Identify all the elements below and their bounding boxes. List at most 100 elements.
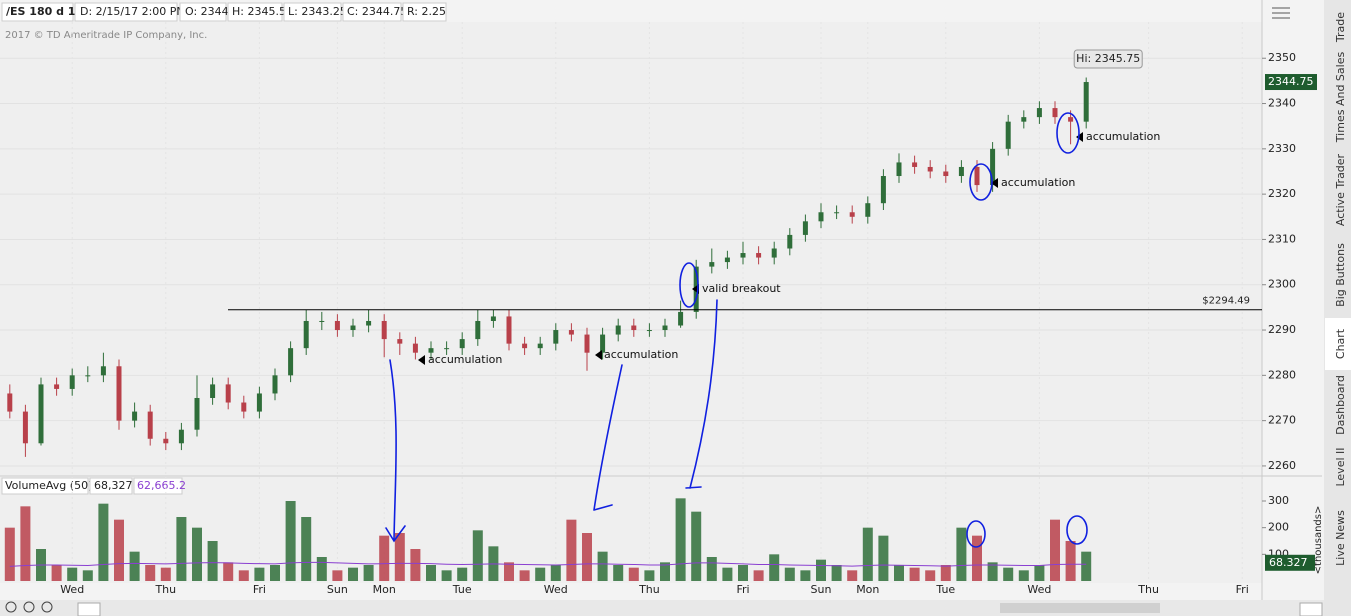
candle-body <box>210 384 216 398</box>
candle-body <box>990 148 996 186</box>
volume-bar <box>613 565 624 581</box>
tab[interactable]: Big Buttons <box>1334 243 1347 307</box>
volume-bar <box>98 503 109 581</box>
volume-bar <box>441 570 452 581</box>
tab[interactable]: Live News <box>1334 510 1347 566</box>
field-box <box>1 2 74 22</box>
price-panel <box>0 22 1262 475</box>
volume-bar <box>332 570 343 581</box>
volume-bar <box>535 567 546 581</box>
candle-body <box>584 334 590 353</box>
toolbar-bg <box>0 600 1324 616</box>
volume-bar <box>145 565 156 581</box>
copyright: 2017 © TD Ameritrade IP Company, Inc. <box>5 30 207 41</box>
candle-body <box>834 212 840 214</box>
candle-body <box>381 320 387 340</box>
tab[interactable]: Chart <box>1334 328 1347 359</box>
volume-bar <box>301 517 312 581</box>
volume-tag <box>1265 554 1315 571</box>
candle-body <box>646 330 652 332</box>
tab[interactable]: Level II <box>1334 447 1347 486</box>
candle-body <box>506 316 512 344</box>
candle-body <box>740 253 746 258</box>
candle-body <box>319 320 325 322</box>
volume-bar <box>1050 519 1060 581</box>
field: C: 2344.75 <box>347 5 407 18</box>
field-box <box>74 2 178 22</box>
x-tick-label: Wed <box>544 583 568 596</box>
level-label: $2294.49 <box>1202 296 1250 307</box>
candle-body <box>537 343 543 349</box>
tab[interactable]: Times And Sales <box>1334 52 1347 144</box>
volume-title: VolumeAvg (50) <box>5 479 92 492</box>
y-tick-label: 2320 <box>1268 187 1296 200</box>
candle-body <box>522 343 528 349</box>
volume-last: 68,327 <box>94 479 133 492</box>
candle-body <box>1068 117 1074 122</box>
candle-body <box>366 320 372 326</box>
volume-unit: <thousands> <box>1313 506 1324 575</box>
x-tick-label: Mon <box>856 583 879 596</box>
annotation: accumulation <box>1086 130 1160 143</box>
volume-bar <box>160 567 171 581</box>
ink-circle <box>1056 112 1080 154</box>
field-box <box>227 2 283 22</box>
y-tick-label: 2270 <box>1268 414 1296 427</box>
candle-body <box>100 366 106 376</box>
field-box <box>283 2 342 22</box>
zoom-in-icon[interactable] <box>23 601 35 613</box>
zoom-out-icon[interactable] <box>41 601 53 613</box>
marker <box>595 350 602 360</box>
volume-bar <box>426 565 436 581</box>
candle-body <box>553 330 559 344</box>
candle-body <box>802 221 808 235</box>
scrollbar-thumb[interactable] <box>1000 603 1160 613</box>
volume-bar <box>1081 551 1092 581</box>
y-tick-label: 2340 <box>1268 97 1296 110</box>
tab[interactable]: Active Trader <box>1334 153 1347 226</box>
volume-bar <box>691 511 702 581</box>
volume-bar <box>1003 567 1014 581</box>
volume-bar <box>909 567 920 581</box>
volume-bar <box>566 519 577 581</box>
tab[interactable]: Dashboard <box>1334 375 1347 435</box>
candle-body <box>974 166 980 186</box>
header: /ES 180 d 1h D: 2/15/17 2:00 PM O: 2344 … <box>1 2 447 22</box>
x-tick-label: Fri <box>1236 583 1249 596</box>
volume-bar <box>254 567 265 581</box>
volume-bar <box>223 562 234 581</box>
volume-bar <box>644 570 655 581</box>
volume-bar <box>394 533 405 581</box>
candle-body <box>678 311 684 326</box>
candle-body <box>334 320 340 331</box>
candle-body <box>444 348 450 350</box>
x-tick-label: Mon <box>373 583 396 596</box>
volume-bar <box>831 565 842 581</box>
zoom-icon[interactable] <box>5 601 17 613</box>
scroll-right[interactable] <box>1299 602 1323 616</box>
candle-body <box>38 384 44 444</box>
x-tick-label: Thu <box>154 583 176 596</box>
annotation: valid breakout <box>702 282 781 295</box>
volume-bar <box>956 527 967 581</box>
candle-body <box>256 393 262 412</box>
y-tick-label: 2310 <box>1268 232 1296 245</box>
volume-bar <box>192 527 202 581</box>
x-tick-label: Tue <box>452 583 472 596</box>
tab[interactable]: Trade <box>1334 12 1347 43</box>
annotation: accumulation <box>428 353 502 366</box>
ink-circle <box>966 520 986 548</box>
menu-icon[interactable] <box>1272 7 1290 19</box>
candle-body <box>241 402 247 412</box>
y-tick-label: 2290 <box>1268 323 1296 336</box>
candle-body <box>880 176 886 204</box>
marker <box>991 178 998 188</box>
last-price-tag <box>1265 74 1317 91</box>
scroll-left[interactable] <box>77 602 101 616</box>
volume-bar <box>987 562 998 581</box>
sidebar <box>1324 0 1351 616</box>
candle-body <box>163 438 169 444</box>
study-box <box>133 477 183 495</box>
candle-body <box>412 343 418 353</box>
candle-body <box>958 166 964 177</box>
